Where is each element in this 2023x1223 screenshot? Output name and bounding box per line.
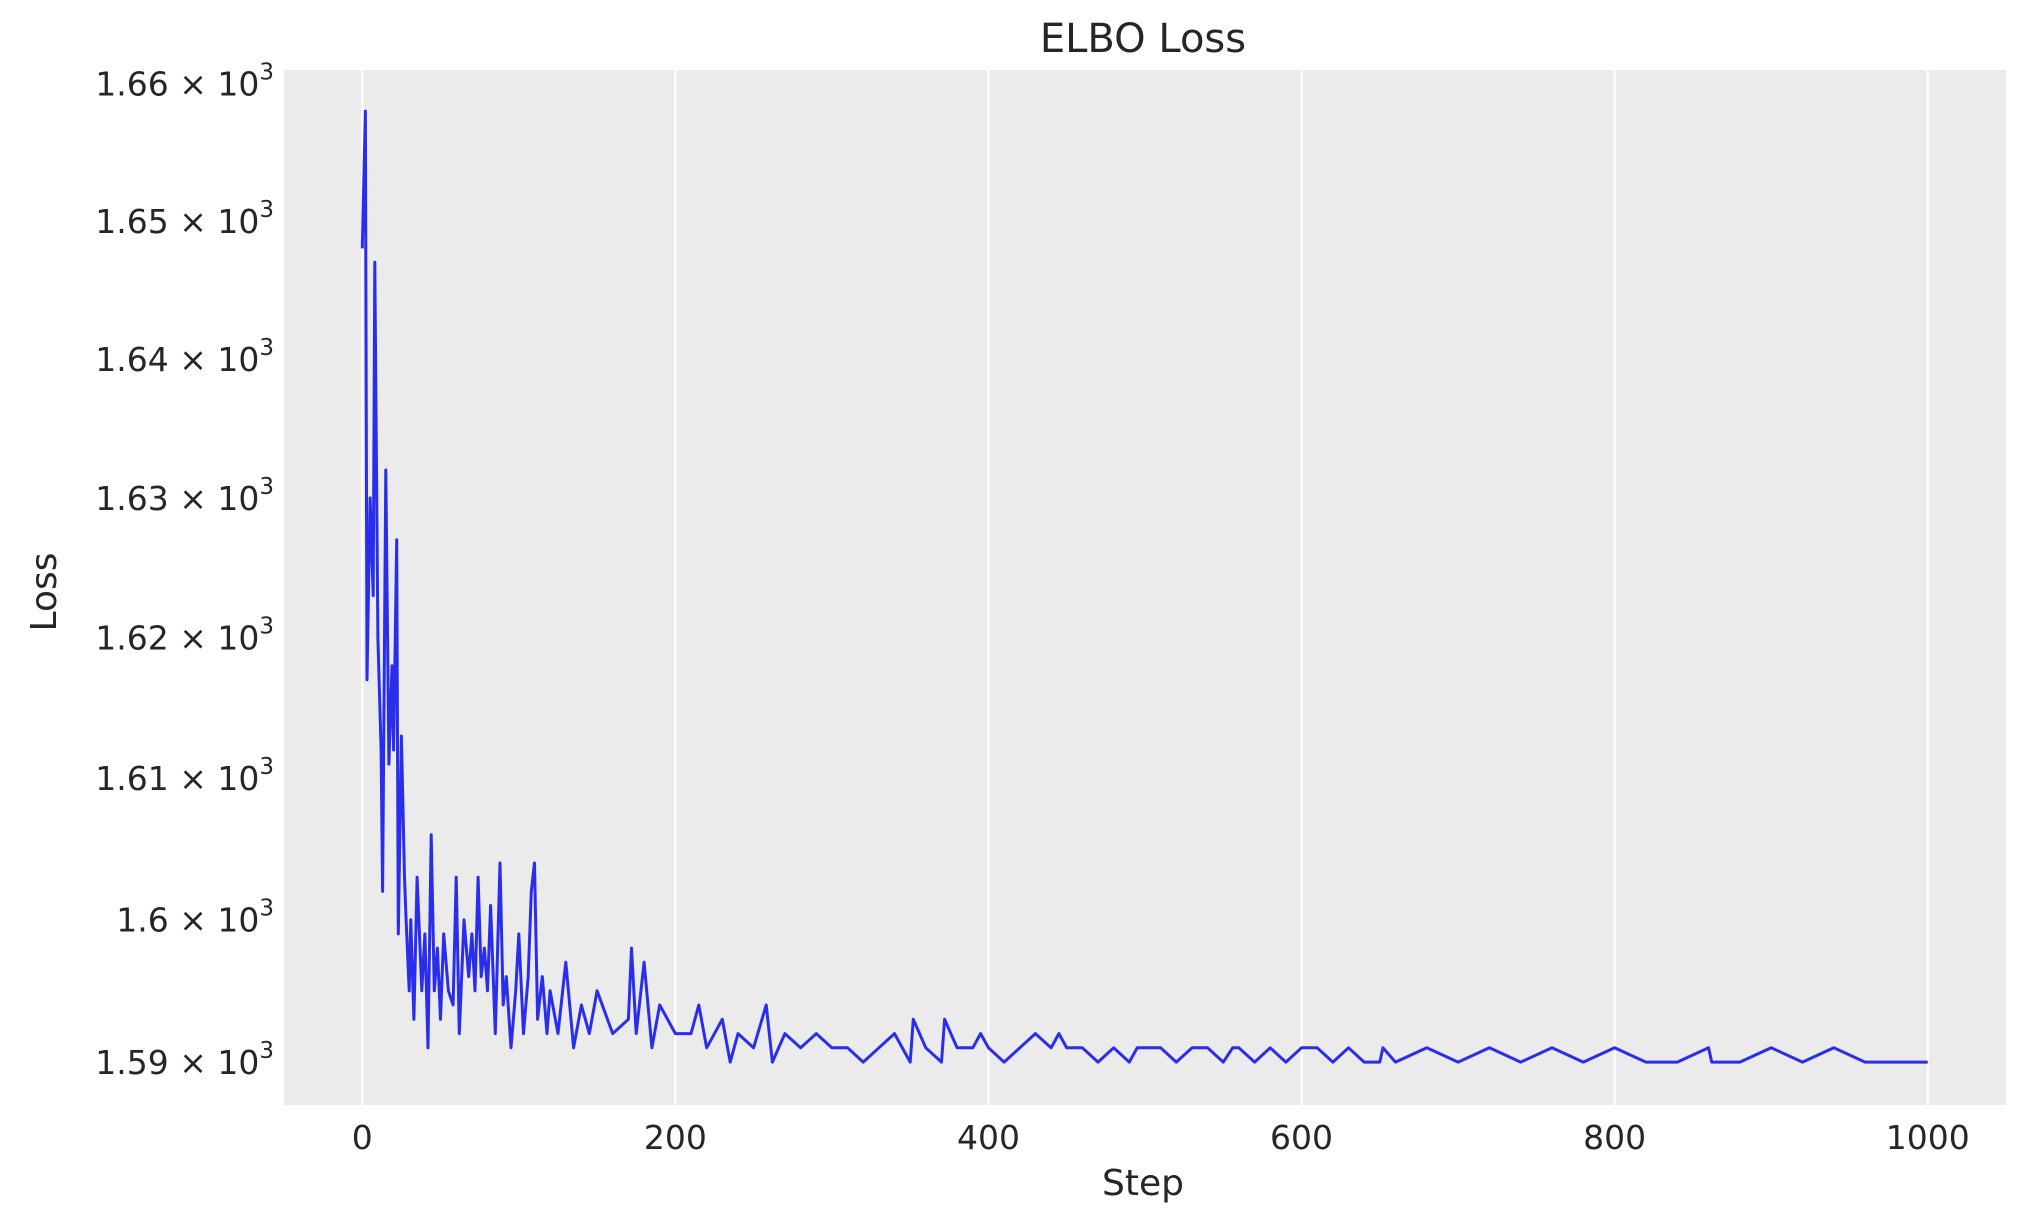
- y-tick-label: 1.62 × 103: [95, 614, 274, 658]
- y-tick-label: 1.61 × 103: [95, 754, 274, 798]
- y-tick-label: 1.65 × 103: [95, 197, 274, 241]
- y-tick-label: 1.66 × 103: [95, 60, 274, 104]
- y-axis-label: Loss: [24, 553, 65, 632]
- x-tick-label: 400: [957, 1118, 1020, 1157]
- y-axis-ticks: 1.59 × 103 1.6 × 103 1.61 × 103 1.62 × 103 1…: [95, 60, 274, 1082]
- y-tick-label: 1.6 × 103: [116, 896, 274, 940]
- y-tick-label: 1.64 × 103: [95, 335, 274, 379]
- x-tick-label: 200: [644, 1118, 707, 1157]
- x-tick-label: 600: [1270, 1118, 1333, 1157]
- plot-area: [284, 70, 2006, 1105]
- chart-title: ELBO Loss: [1040, 16, 1246, 62]
- x-axis-ticks: 0 200 400 600 800 1000: [352, 1118, 1970, 1157]
- x-tick-label: 1000: [1886, 1118, 1970, 1157]
- x-axis-label: Step: [1102, 1163, 1184, 1204]
- y-tick-label: 1.63 × 103: [95, 474, 274, 518]
- x-tick-label: 0: [352, 1118, 373, 1157]
- y-tick-label: 1.59 × 103: [95, 1038, 274, 1082]
- x-tick-label: 800: [1583, 1118, 1646, 1157]
- loss-series-line: [360, 109, 1928, 1064]
- series-group: [360, 109, 1928, 1064]
